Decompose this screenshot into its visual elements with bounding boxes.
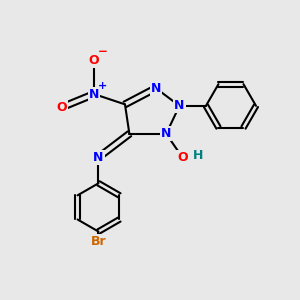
Text: O: O xyxy=(89,54,99,67)
Text: H: H xyxy=(193,149,203,162)
Text: +: + xyxy=(98,81,107,91)
Text: N: N xyxy=(174,99,184,112)
Text: N: N xyxy=(161,127,171,140)
Text: Br: Br xyxy=(91,236,106,248)
Text: N: N xyxy=(93,151,104,164)
Text: O: O xyxy=(177,151,188,164)
Text: N: N xyxy=(89,88,99,100)
Text: −: − xyxy=(98,45,107,58)
Text: N: N xyxy=(151,82,161,95)
Text: O: O xyxy=(56,101,67,114)
